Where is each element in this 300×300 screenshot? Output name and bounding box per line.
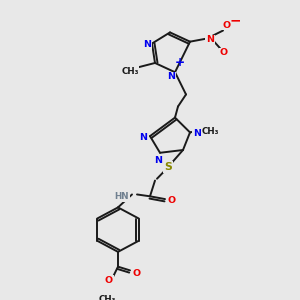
Text: CH₃: CH₃: [98, 295, 116, 300]
Text: N: N: [206, 35, 214, 44]
Text: CH₃: CH₃: [201, 127, 219, 136]
Text: −: −: [229, 14, 241, 27]
Text: O: O: [220, 48, 228, 57]
Text: O: O: [133, 269, 141, 278]
Text: N: N: [143, 40, 151, 49]
Text: O: O: [105, 276, 113, 285]
Text: N: N: [154, 156, 162, 165]
Text: O: O: [223, 20, 231, 29]
Text: +: +: [175, 56, 185, 70]
Text: HN: HN: [115, 192, 129, 201]
Text: N: N: [139, 133, 147, 142]
Text: O: O: [168, 196, 176, 206]
Text: N: N: [167, 72, 175, 81]
Text: S: S: [164, 162, 172, 172]
Text: N: N: [193, 129, 201, 138]
Text: CH₃: CH₃: [121, 67, 139, 76]
